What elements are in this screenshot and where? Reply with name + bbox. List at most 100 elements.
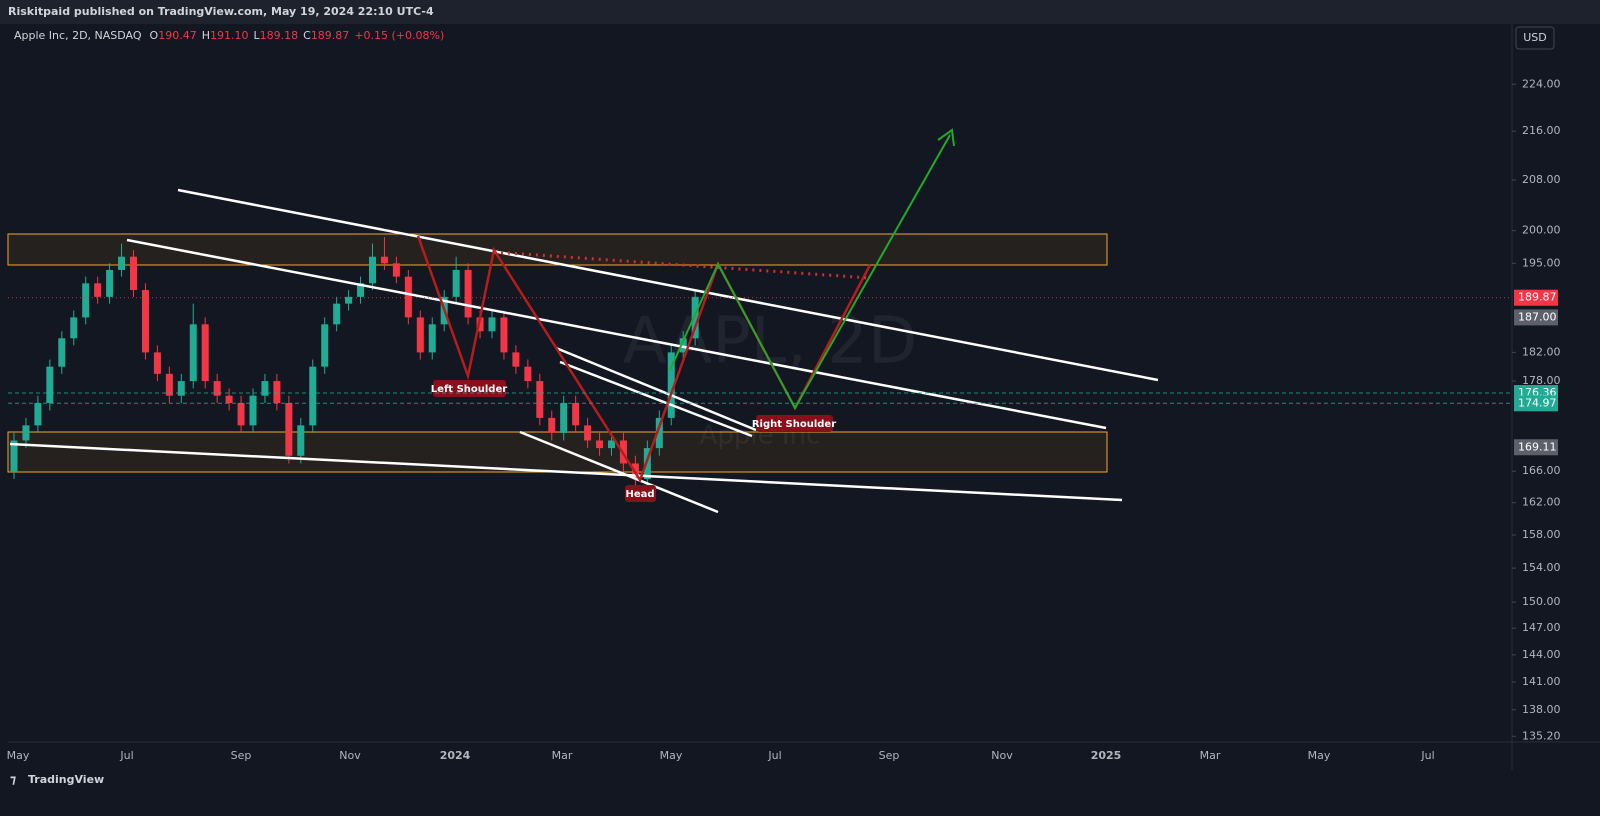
candle-body — [130, 256, 137, 291]
candle-body — [369, 256, 376, 284]
y-tick-label: 224.00 — [1522, 77, 1561, 90]
annotation: Left Shoulder — [431, 384, 507, 395]
price-label-box — [1514, 289, 1558, 306]
x-tick-label: Sep — [231, 749, 252, 762]
candle-body — [249, 395, 257, 426]
candle-body — [58, 338, 66, 367]
annotation: Right Shoulder — [752, 419, 836, 430]
candle-body — [464, 269, 472, 318]
candle-body — [261, 381, 269, 396]
candle-body — [153, 352, 161, 374]
candle-body — [333, 303, 341, 325]
candle-body — [596, 440, 604, 449]
legend-value: 191.10 — [210, 29, 249, 42]
projection-line — [669, 134, 951, 411]
y-tick-label: 144.00 — [1522, 648, 1561, 661]
footer-logo: ⁊ — [10, 773, 16, 787]
legend-value: 189.87 — [311, 29, 350, 42]
candle-body — [22, 425, 30, 441]
x-tick-label: Jul — [1420, 749, 1434, 762]
y-tick-label: 135.20 — [1522, 729, 1561, 742]
trend-line — [177, 188, 1159, 382]
candle-body — [177, 381, 185, 396]
y-tick-label: 150.00 — [1522, 595, 1561, 608]
candle-body — [82, 283, 90, 318]
candle-body — [380, 256, 388, 264]
footer — [0, 770, 1600, 812]
x-tick-label: 2025 — [1091, 749, 1122, 762]
legend-value: 189.18 — [260, 29, 299, 42]
candle-body — [679, 338, 687, 353]
candle-body — [285, 403, 293, 456]
x-tick-label: Mar — [1200, 749, 1221, 762]
y-tick-label: 182.00 — [1522, 345, 1561, 358]
header-bar — [0, 0, 1600, 24]
y-tick-label: 178.00 — [1522, 374, 1561, 387]
header-title: Riskitpaid published on TradingView.com,… — [8, 5, 434, 18]
candle-body — [309, 366, 317, 426]
candle-body — [165, 373, 173, 396]
trend-line — [9, 442, 1123, 502]
footer-brand: TradingView — [28, 773, 104, 786]
supply-zone — [7, 233, 1108, 266]
x-tick-label: Jul — [767, 749, 781, 762]
candle-body — [572, 403, 580, 426]
candle-body — [141, 290, 149, 353]
candle-body — [118, 256, 126, 270]
x-tick-label: Nov — [339, 749, 361, 762]
candle-body — [512, 352, 520, 367]
candle-body — [34, 403, 42, 426]
trend-line — [559, 360, 753, 438]
annotation: Head — [625, 489, 654, 500]
y-tick-label: 195.00 — [1522, 256, 1561, 269]
candle-body — [237, 403, 245, 426]
candle-body — [297, 425, 305, 456]
trend-line — [555, 346, 757, 432]
candle-body — [357, 283, 365, 297]
candle-body — [655, 417, 663, 449]
watermark: AAPL, 2D — [623, 305, 917, 379]
candle-body — [213, 381, 221, 396]
candle-body — [321, 324, 329, 367]
candle-body — [201, 324, 209, 382]
y-tick-label: 200.00 — [1522, 224, 1561, 237]
candle-body — [106, 269, 114, 297]
candle-body — [392, 263, 400, 277]
price-label: 169.11 — [1518, 440, 1557, 453]
legend-key: L — [253, 29, 260, 42]
annotations: Left Shoulder Head Right Shoulder — [431, 380, 836, 502]
y-tick-label: 208.00 — [1522, 173, 1561, 186]
price-label: 189.87 — [1518, 291, 1557, 304]
candle-body — [691, 296, 699, 339]
candle-body — [524, 366, 532, 382]
candle-body — [643, 448, 651, 480]
y-tick-label: 141.00 — [1522, 675, 1561, 688]
price-label-box — [1514, 395, 1558, 412]
legend-value: 190.47 — [158, 29, 197, 42]
candle-body — [70, 317, 78, 339]
trend-line — [126, 238, 1107, 430]
candle-body — [345, 296, 353, 304]
drawings — [9, 128, 1159, 514]
candle-body — [536, 381, 544, 418]
candle-body — [608, 440, 615, 449]
trend-line — [519, 430, 719, 514]
candle-body — [94, 283, 102, 297]
x-tick-label: Sep — [879, 749, 900, 762]
legend-key: H — [202, 29, 210, 42]
x-tick-label: May — [7, 749, 30, 762]
x-tick-label: Jul — [119, 749, 133, 762]
candle-body — [584, 425, 592, 441]
y-tick-label: 138.00 — [1522, 703, 1561, 716]
legend-key: O — [150, 29, 159, 42]
currency[interactable]: USD — [1523, 31, 1547, 44]
candle-body — [428, 324, 436, 353]
candle-body — [404, 276, 412, 318]
x-tick-label: May — [660, 749, 683, 762]
x-tick-label: May — [1308, 749, 1331, 762]
legend-key: C — [303, 29, 311, 42]
arrow-head — [937, 128, 955, 147]
currency-button[interactable] — [1515, 26, 1555, 50]
